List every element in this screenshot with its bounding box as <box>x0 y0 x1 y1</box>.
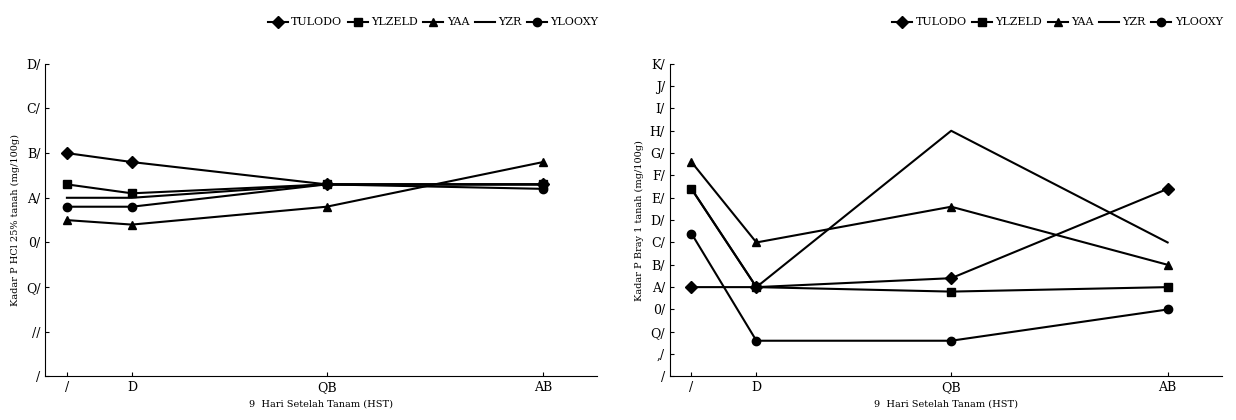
YLOOXY <box>749 338 764 343</box>
Legend: TULODO, YLZELD, YAA, YZR, YLOOXY: TULODO, YLZELD, YAA, YZR, YLOOXY <box>263 13 603 32</box>
Line: TULODO: TULODO <box>687 185 1172 291</box>
Line: YAA: YAA <box>63 158 548 229</box>
YZR <box>684 186 698 192</box>
YZR <box>1161 240 1175 245</box>
YZR <box>944 128 959 133</box>
YAA <box>125 222 140 227</box>
TULODO <box>125 160 140 165</box>
Line: TULODO: TULODO <box>63 149 548 189</box>
Line: YLOOXY: YLOOXY <box>687 229 1172 345</box>
Line: YLOOXY: YLOOXY <box>63 180 548 211</box>
YLOOXY <box>535 186 550 192</box>
YZR <box>319 182 334 187</box>
YAA <box>944 204 959 209</box>
YAA <box>59 218 74 223</box>
YLOOXY <box>1161 307 1175 312</box>
YLOOXY <box>125 204 140 209</box>
YLOOXY <box>684 231 698 236</box>
YLZELD <box>319 182 334 187</box>
YLZELD <box>944 289 959 294</box>
Line: YZR: YZR <box>67 184 543 198</box>
TULODO <box>944 276 959 281</box>
Line: YAA: YAA <box>687 158 1172 269</box>
YLZELD <box>59 182 74 187</box>
X-axis label: 9  Hari Setelah Tanam (HST): 9 Hari Setelah Tanam (HST) <box>250 400 393 409</box>
YLOOXY <box>944 338 959 343</box>
Y-axis label: Kadar P Bray 1 tanah (mg/100g): Kadar P Bray 1 tanah (mg/100g) <box>635 140 644 301</box>
YLZELD <box>749 285 764 290</box>
YAA <box>319 204 334 209</box>
YZR <box>535 182 550 187</box>
YLZELD <box>535 182 550 187</box>
TULODO <box>59 151 74 156</box>
TULODO <box>1161 186 1175 192</box>
Line: YLZELD: YLZELD <box>687 185 1172 296</box>
TULODO <box>749 285 764 290</box>
X-axis label: 9  Hari Setelah Tanam (HST): 9 Hari Setelah Tanam (HST) <box>874 400 1017 409</box>
YAA <box>749 240 764 245</box>
YZR <box>125 195 140 200</box>
Y-axis label: Kadar P HCl 25% tanah (mg/100g): Kadar P HCl 25% tanah (mg/100g) <box>11 134 20 306</box>
YAA <box>535 160 550 165</box>
YLZELD <box>125 191 140 196</box>
YZR <box>59 195 74 200</box>
Line: YZR: YZR <box>691 131 1168 287</box>
Legend: TULODO, YLZELD, YAA, YZR, YLOOXY: TULODO, YLZELD, YAA, YZR, YLOOXY <box>887 13 1227 32</box>
YLOOXY <box>59 204 74 209</box>
YLOOXY <box>319 182 334 187</box>
TULODO <box>319 182 334 187</box>
YAA <box>1161 262 1175 267</box>
YAA <box>684 160 698 165</box>
YLZELD <box>1161 285 1175 290</box>
TULODO <box>684 285 698 290</box>
Line: YLZELD: YLZELD <box>63 180 548 197</box>
TULODO <box>535 182 550 187</box>
YZR <box>749 285 764 290</box>
YLZELD <box>684 186 698 192</box>
